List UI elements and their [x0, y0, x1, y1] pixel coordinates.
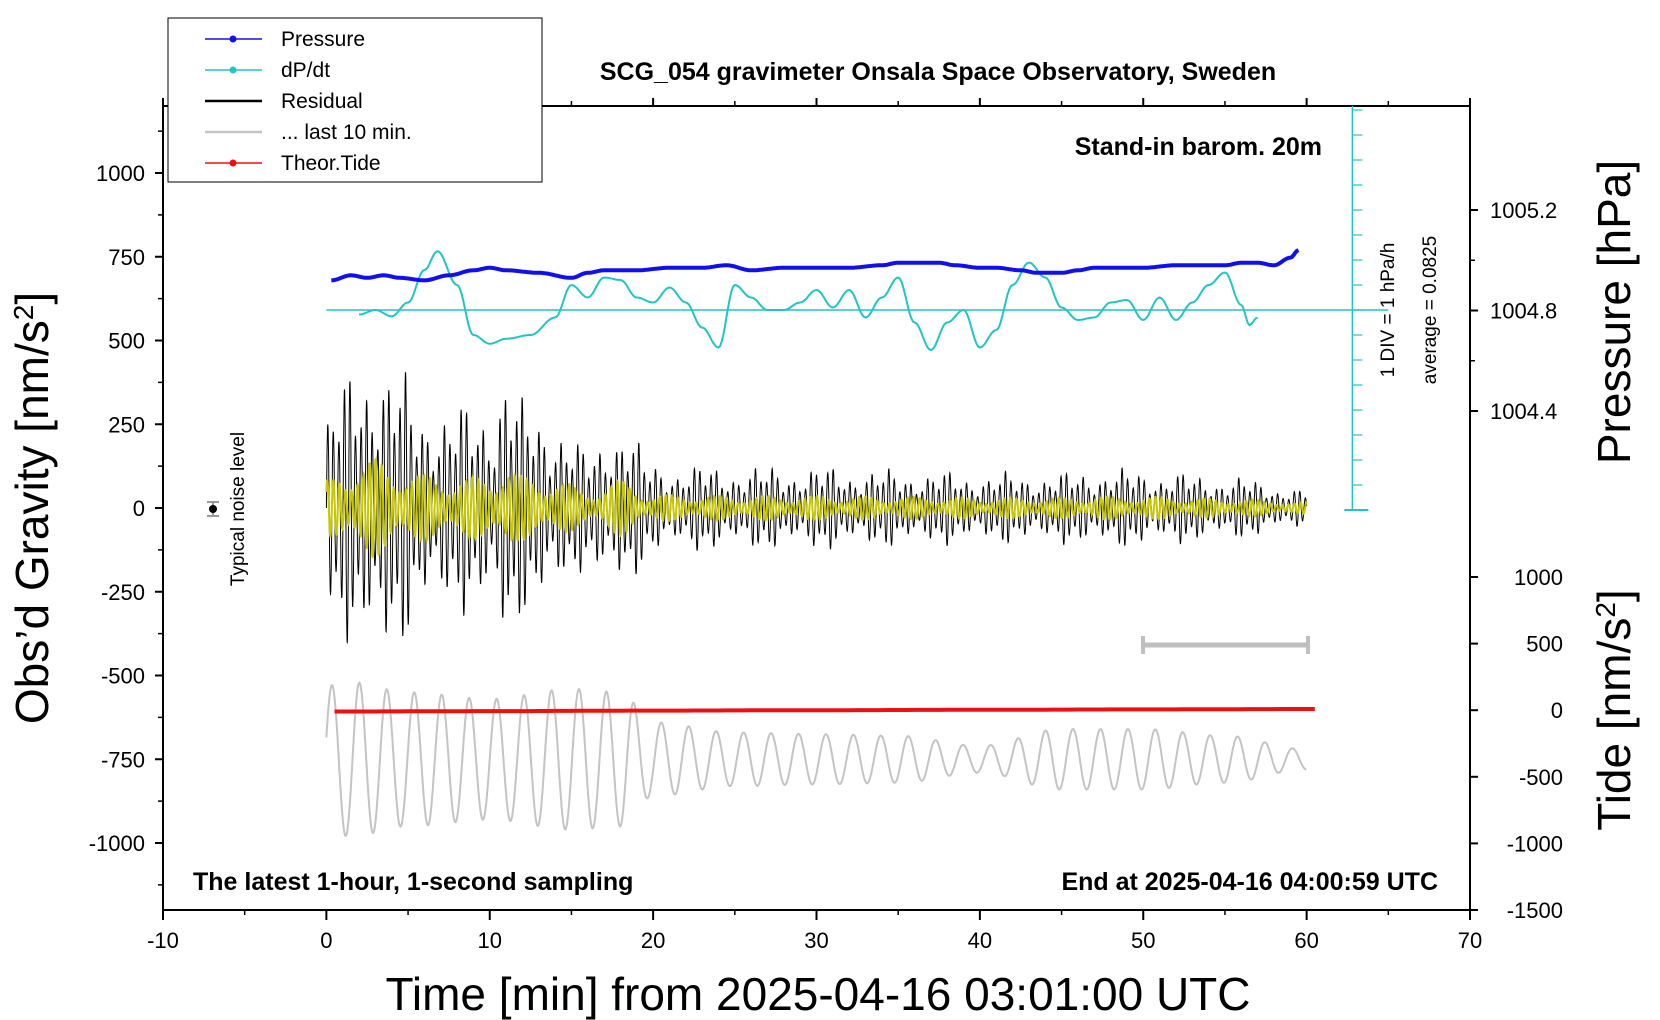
y-tide-tick-label: 0	[1551, 698, 1563, 723]
end-time-note: End at 2025-04-16 04:00:59 UTC	[1061, 868, 1438, 896]
legend-label: Residual	[281, 90, 363, 113]
noise-level-label: Typical noise level	[228, 432, 249, 586]
x-tick-label: 10	[478, 928, 502, 953]
x-tick-label: 60	[1294, 928, 1318, 953]
legend-swatch-dot	[229, 35, 237, 43]
residual-filtered-line	[325, 458, 1308, 559]
y-tide-tick-label: 1000	[1514, 565, 1563, 590]
y-left-tick-label: -250	[101, 580, 145, 605]
x-tick-label: 30	[804, 928, 828, 953]
legend-label: dP/dt	[281, 59, 330, 82]
x-tick-label: 20	[641, 928, 665, 953]
y-left-tick-label: 250	[108, 412, 145, 437]
legend-swatch-dot	[229, 66, 237, 74]
div-note: 1 DIV = 1 hPa/h	[1378, 243, 1399, 378]
legend-swatch-dot	[229, 159, 237, 167]
y-pressure-tick-label: 1004.8	[1490, 299, 1557, 324]
y-left-tick-label: 750	[108, 245, 145, 270]
y-tide-tick-label: -1500	[1507, 898, 1563, 923]
y-left-tick-label: -1000	[89, 831, 145, 856]
chart-title: SCG_054 gravimeter Onsala Space Observat…	[600, 58, 1276, 86]
y-pressure-tick-label: 1005.2	[1490, 198, 1557, 223]
y-tide-tick-label: 500	[1526, 632, 1563, 657]
x-tick-label: -10	[147, 928, 179, 953]
y-pressure-tick-label: 1004.4	[1490, 399, 1557, 424]
last10-series	[325, 681, 1307, 837]
last10-line	[325, 681, 1307, 837]
legend-label: Theor.Tide	[281, 152, 381, 175]
x-tick-label: 40	[968, 928, 992, 953]
legend-label: Pressure	[281, 28, 365, 51]
y-tide-tick-label: -1000	[1507, 831, 1563, 856]
y-left-tick-label: 1000	[96, 161, 145, 186]
dpdt-line	[358, 250, 1259, 352]
y-axis-pressure-title: Pressure [hPa]	[1588, 160, 1640, 464]
residual-line	[325, 372, 1308, 644]
y-left-tick-label: -500	[101, 664, 145, 689]
legend-label: ... last 10 min.	[281, 121, 412, 144]
barometer-note: Stand-in barom. 20m	[1075, 133, 1322, 161]
y-axis-left-title: Obs’d Gravity [nm/s2]	[6, 292, 58, 724]
x-tick-label: 50	[1131, 928, 1155, 953]
tide-series	[334, 707, 1315, 714]
axis-ticks: -10 0 10 20 30 40 50 60 70 1000 750 500 250 0 -250 -500…	[89, 98, 1563, 953]
sampling-note: The latest 1-hour, 1-second sampling	[193, 868, 633, 896]
y-left-tick-label: 500	[108, 329, 145, 354]
x-axis-title: Time [min] from 2025-04-16 03:01:00 UTC	[386, 968, 1251, 1020]
x-tick-label: 0	[320, 928, 332, 953]
x-tick-label: 70	[1458, 928, 1482, 953]
y-left-tick-label: -750	[101, 747, 145, 772]
y-left-tick-label: 0	[133, 496, 145, 521]
pressure-series	[330, 248, 1300, 283]
average-note: average = 0.0825	[1420, 236, 1441, 384]
residual-series	[325, 372, 1308, 644]
pressure-line	[330, 248, 1300, 283]
dpdt-scale-ruler	[1344, 106, 1369, 511]
tide-line	[334, 707, 1315, 714]
dpdt-series	[326, 250, 1389, 352]
noise-level-marker	[207, 501, 219, 517]
y-tide-tick-label: -500	[1519, 765, 1563, 790]
y-axis-tide-title: Tide [nm/s2]	[1588, 589, 1640, 830]
residual-filtered-series	[325, 458, 1308, 559]
last10-window-bar	[1141, 636, 1310, 654]
legend: Pressure dP/dt Residual ... last 10 min. The…	[167, 17, 543, 183]
